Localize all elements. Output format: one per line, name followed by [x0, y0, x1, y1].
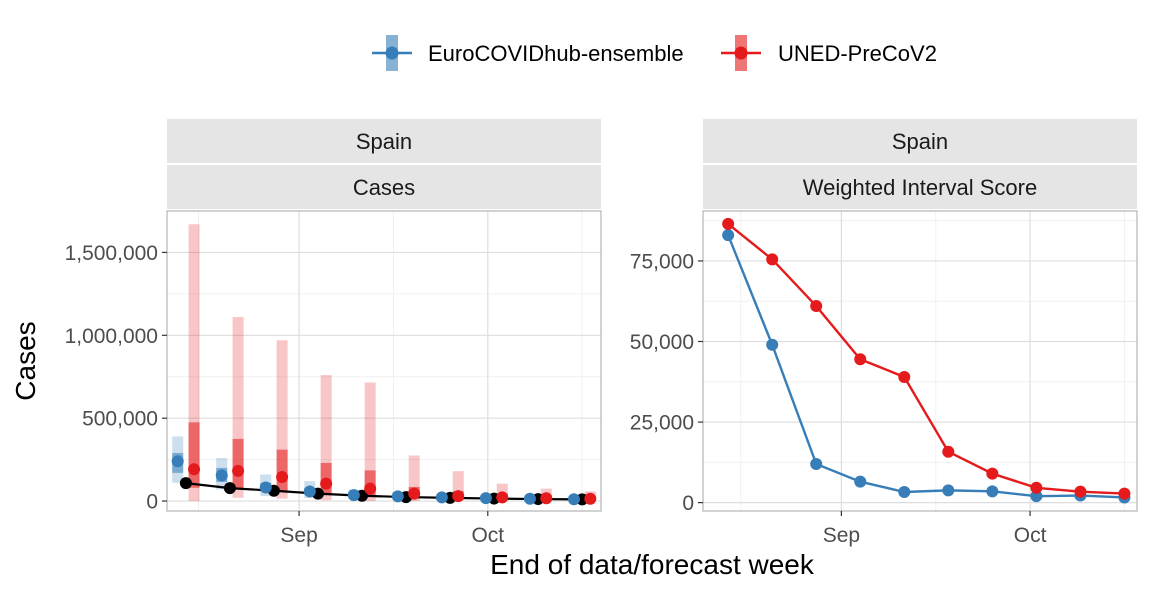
interval-outer	[276, 340, 288, 499]
strip-target-wis-label: Weighted Interval Score	[803, 175, 1037, 200]
median-point	[303, 485, 316, 498]
y-tick-label: 0	[146, 491, 158, 514]
median-point	[408, 487, 421, 500]
median-point	[540, 492, 553, 505]
y-tick-label: 0	[682, 492, 694, 515]
y-ticks-cases: 0 500,000 1,000,000 1,500,000	[65, 242, 167, 514]
series-point	[766, 338, 779, 351]
legend: EuroCOVIDhub-ensemble UNED-PreCoV2	[372, 35, 937, 71]
median-point	[276, 471, 289, 484]
series-point	[854, 475, 867, 488]
y-tick-label: 50,000	[630, 331, 694, 354]
y-tick-label: 25,000	[630, 412, 694, 435]
series-point	[1030, 481, 1043, 494]
series-point	[854, 353, 867, 366]
x-tick-label: Sep	[823, 524, 860, 547]
series-line	[727, 222, 1125, 495]
series-point	[942, 445, 955, 458]
interval-outer	[452, 471, 464, 502]
interval-outer	[408, 455, 420, 502]
panel-cases: Spain Cases 0 500,000 1,000,000 1,500,000 S…	[65, 119, 602, 547]
median-point	[320, 477, 333, 490]
y-tick-label: 1,500,000	[65, 242, 158, 265]
strip-location-cases	[167, 119, 601, 163]
series-point	[766, 253, 779, 266]
legend-key-uned	[721, 35, 761, 71]
strip-location-cases-label: Spain	[356, 129, 412, 154]
median-point	[567, 493, 580, 506]
interval-outer	[364, 382, 376, 502]
series-line	[727, 234, 1125, 499]
interval-outer	[232, 317, 244, 498]
median-point	[584, 492, 597, 505]
series-point	[722, 229, 735, 242]
interval-outer	[320, 375, 332, 501]
series-point	[722, 217, 735, 230]
strip-target-cases	[167, 165, 601, 209]
series-point	[810, 457, 823, 470]
x-ticks-cases: Sep Oct	[280, 511, 504, 547]
x-ticks-wis: Sep Oct	[823, 511, 1047, 547]
series-point	[1118, 487, 1131, 500]
strip-target-cases-label: Cases	[353, 175, 415, 200]
x-tick-label: Oct	[471, 524, 504, 547]
median-point	[435, 491, 448, 504]
plot-area-cases	[167, 211, 601, 511]
x-tick-label: Sep	[280, 524, 317, 547]
legend-label-uned: UNED-PreCoV2	[778, 41, 937, 66]
median-point	[391, 490, 404, 503]
interval-outer	[188, 224, 200, 502]
legend-key-ensemble	[372, 35, 412, 71]
median-point	[188, 463, 201, 476]
series-point	[898, 485, 911, 498]
x-tick-label: Oct	[1014, 524, 1047, 547]
strip-location-wis-label: Spain	[892, 129, 948, 154]
series-point	[986, 485, 999, 498]
observed-line	[185, 482, 583, 501]
y-tick-label: 500,000	[82, 408, 158, 431]
median-point	[452, 490, 465, 503]
median-point	[496, 491, 509, 504]
marks-cases	[171, 224, 597, 506]
series-point	[898, 370, 911, 383]
observed-point	[223, 482, 236, 495]
series-point	[810, 300, 823, 313]
y-ticks-wis: 0 25,000 50,000 75,000	[630, 250, 703, 515]
median-point	[232, 464, 245, 477]
observed-point	[179, 477, 192, 490]
median-point	[364, 482, 377, 495]
median-point	[347, 489, 360, 502]
marks-wis	[722, 217, 1131, 504]
median-point	[479, 492, 492, 505]
series-point	[942, 484, 955, 497]
series-point	[1074, 485, 1087, 498]
median-point	[259, 481, 272, 494]
legend-label-ensemble: EuroCOVIDhub-ensemble	[428, 41, 684, 66]
median-point	[215, 469, 228, 482]
interval-inner	[276, 449, 288, 492]
interval-inner	[188, 422, 200, 488]
panel-wis: Spain Weighted Interval Score 0 25,000 50,…	[630, 119, 1138, 547]
y-tick-label: 1,000,000	[65, 325, 158, 348]
y-tick-label: 75,000	[630, 250, 694, 273]
interval-inner	[232, 438, 244, 490]
median-point	[171, 455, 184, 468]
series-point	[1030, 490, 1043, 503]
strip-location-wis	[703, 119, 1137, 163]
panel-border-cases	[166, 210, 602, 512]
series-point	[986, 467, 999, 480]
x-axis-title: End of data/forecast week	[490, 549, 815, 580]
panel-border-wis	[702, 210, 1138, 512]
median-point	[523, 492, 536, 505]
strip-target-wis	[703, 165, 1137, 209]
y-axis-title: Cases	[10, 321, 41, 400]
